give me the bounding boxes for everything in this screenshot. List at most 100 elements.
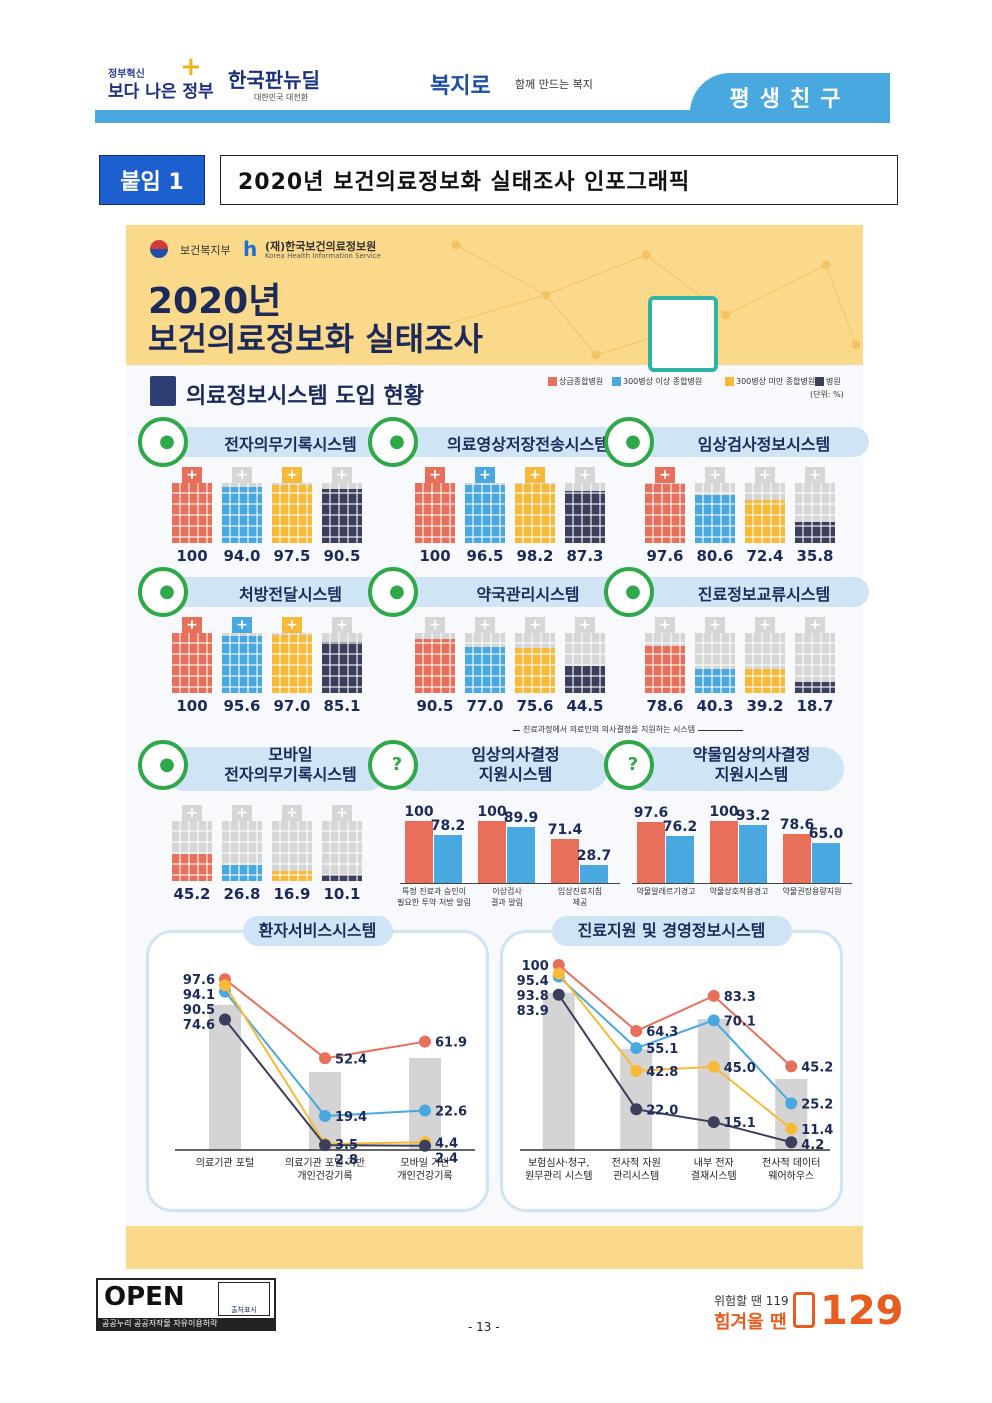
lungs-icon: ● (368, 417, 418, 467)
building-windows (222, 483, 262, 543)
legend-label: 상급종합병원 (559, 377, 604, 386)
building-top: + (655, 467, 675, 483)
building-bar: +100 (172, 467, 212, 567)
cds-category-label-line2: 결과 알림 (491, 898, 523, 907)
bar-value: 72.4 (746, 547, 784, 565)
system-name: 진료정보교류시스템 (697, 585, 831, 604)
building-bar: +95.6 (222, 617, 262, 717)
system-pill (163, 747, 388, 791)
building-windows (415, 483, 455, 543)
building-top: + (232, 467, 252, 483)
building-bar: +87.3 (565, 467, 605, 567)
building-bar: +72.4 (745, 467, 785, 567)
hospital-cross-icon: + (709, 467, 721, 483)
mobile-icon-glyph: ● (159, 754, 175, 775)
building-bar: +97.5 (272, 467, 312, 567)
building-body (222, 633, 262, 693)
building-body (322, 633, 362, 693)
kogl-open-text: OPEN (104, 1282, 185, 1312)
cds-bar-value: 100 (404, 804, 434, 820)
hospital-cross-icon: + (529, 467, 541, 483)
cds-bar (710, 821, 738, 883)
building-body (515, 633, 555, 693)
bar-value: 100 (176, 697, 208, 715)
building-top: + (282, 617, 302, 633)
banner-title-main: 보건의료정보화 실태조사 (148, 320, 483, 358)
line-panel (500, 930, 843, 1212)
building-windows (645, 633, 685, 693)
bar-value: 40.3 (696, 697, 734, 715)
hospital-cross-icon: + (479, 467, 491, 483)
banner-org-khis-en: Korea Health Information Service (265, 252, 381, 260)
infographic-footer-band (126, 1226, 863, 1269)
building-body (795, 633, 835, 693)
building-windows (172, 633, 212, 693)
building-windows (795, 483, 835, 543)
syringe-icon-glyph: ? (627, 754, 639, 775)
building-body (645, 633, 685, 693)
building-windows (272, 821, 312, 881)
building-bar: +16.9 (272, 805, 312, 905)
legend-label: 300병상 이상 종합병원 (623, 377, 703, 386)
hospital-cross-icon: + (659, 617, 671, 633)
legend-swatch (725, 377, 734, 386)
building-top: + (575, 467, 595, 483)
building-top: + (475, 617, 495, 633)
bar-value: 16.9 (273, 885, 311, 903)
cds-bar (637, 822, 665, 883)
hospital-cross-icon: + (336, 805, 348, 821)
banner-org-ministry: 보건복지부 (180, 244, 231, 257)
line-panel-title: 진료지원 및 경영정보시스템 (551, 916, 792, 946)
building-bar: +39.2 (745, 617, 785, 717)
building-windows (695, 483, 735, 543)
gov-innovation-small-label: 정부혁신 (108, 69, 145, 80)
building-body (515, 483, 555, 543)
building-body (272, 483, 312, 543)
hotline-129-number: 129 (820, 1288, 904, 1334)
building-top: + (805, 467, 825, 483)
cds-bar (434, 834, 462, 883)
building-top: + (525, 617, 545, 633)
cds-category-label-line2: 필요한 투약 처방 알림 (397, 898, 471, 907)
building-body (222, 821, 262, 881)
bar-value: 87.3 (566, 547, 604, 565)
hospital-cross-icon: + (336, 617, 348, 633)
legend-label: 병원 (826, 377, 841, 386)
building-top: + (182, 805, 202, 821)
building-top: + (655, 617, 675, 633)
building-windows (415, 633, 455, 693)
syringe-icon: ? (604, 740, 654, 790)
building-windows (565, 633, 605, 693)
building-body (322, 483, 362, 543)
annex-label-box (99, 155, 205, 205)
bar-value: 26.8 (223, 885, 261, 903)
building-top: + (475, 467, 495, 483)
cds-bar-value: 28.7 (576, 848, 612, 865)
bar-value: 97.0 (273, 697, 311, 715)
building-windows (465, 483, 505, 543)
building-windows (172, 821, 212, 881)
building-windows (645, 483, 685, 543)
building-body (695, 633, 735, 693)
building-windows (222, 633, 262, 693)
cds-category-label: 이상검사 (492, 887, 522, 896)
building-body (172, 483, 212, 543)
building-body (795, 483, 835, 543)
building-bar: +96.5 (465, 467, 505, 567)
cds-bar-value: 100 (709, 804, 739, 820)
building-top: + (232, 617, 252, 633)
building-top: + (332, 617, 352, 633)
unit-label: (단위: %) (810, 390, 844, 399)
system-pill (629, 577, 869, 607)
system-pill (629, 427, 869, 457)
hospital-cross-icon: + (186, 617, 198, 633)
building-bar: +80.6 (695, 467, 735, 567)
building-windows (272, 483, 312, 543)
hospital-cross-icon: + (659, 467, 671, 483)
cds-category-label: 약물권장용량지원 (782, 887, 842, 896)
building-bar: +94.0 (222, 467, 262, 567)
exchange-icon: ● (604, 567, 654, 617)
bar-value: 75.6 (516, 697, 554, 715)
doctor-question-icon: ? (368, 740, 418, 790)
system-name: 처방전달시스템 (238, 585, 343, 604)
